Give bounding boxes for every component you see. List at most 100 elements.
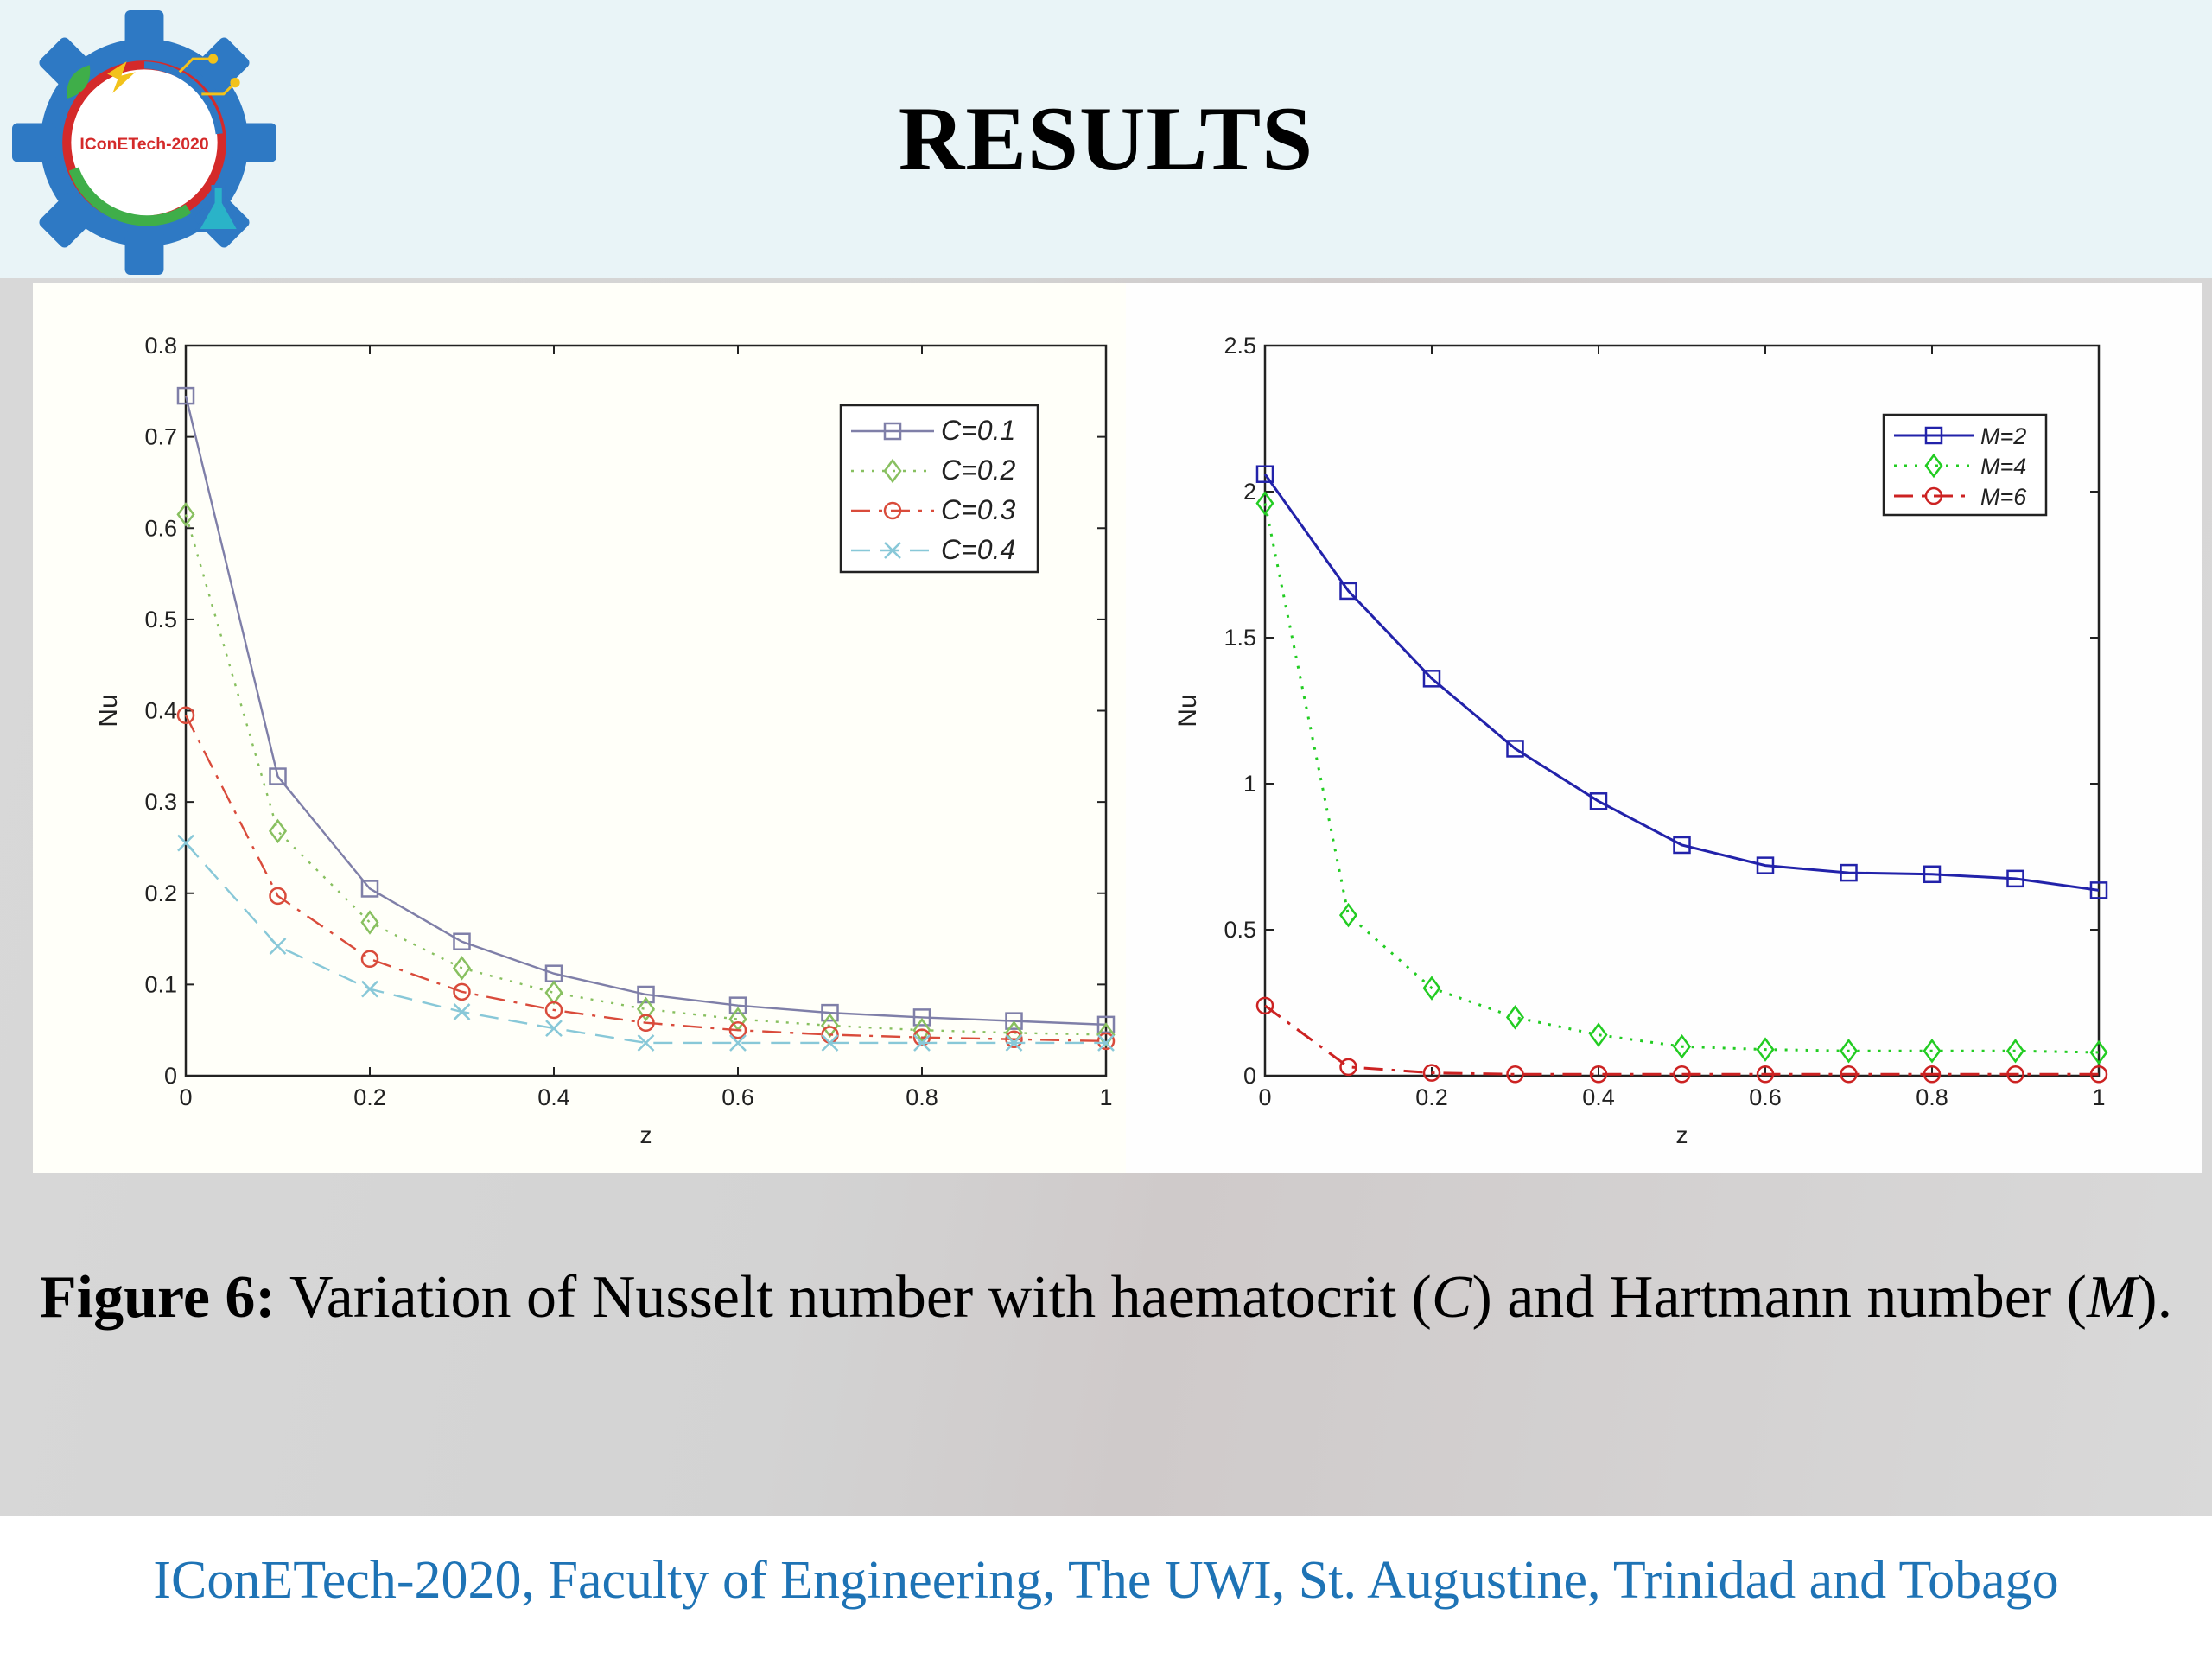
iconetech-logo: IConETech-2020 [12,10,276,275]
left-data-point [176,502,195,527]
right-data-point [1339,1058,1357,1077]
lightning-icon [107,61,136,93]
right-y-tick-label: 1 [1243,771,1256,797]
right-data-point [1673,1065,1691,1084]
right-series-m-4 [1255,491,2108,1065]
left-data-point [269,767,287,785]
right-y-tick-label: 1.5 [1224,625,1256,651]
left-data-point [269,887,287,906]
left-series-c-0-4 [177,834,1115,1052]
right-series-line [1263,473,2100,892]
left-data-point [360,950,379,969]
right-data-point [1255,491,1274,516]
left-data-point [821,1003,839,1022]
logo-text: IConETech-2020 [79,135,208,154]
right-legend-entry: M=4 [1980,454,2026,480]
right-data-point [1255,465,1274,483]
right-data-point [1923,1065,1942,1084]
left-data-point [361,980,378,998]
left-legend-entry: C=0.4 [941,534,1015,565]
left-data-point [1097,1034,1115,1052]
left-data-point [637,985,655,1004]
right-data-point [1589,1065,1608,1084]
right-data-point [1422,670,1441,688]
left-data-point [360,880,379,898]
left-data-point [177,834,194,852]
right-legend-box [1882,413,2048,517]
left-legend-marker [883,501,902,520]
left-data-point [637,1014,655,1032]
left-data-point [821,1034,839,1052]
gear-icon [12,10,276,275]
left-y-tick-label: 0.7 [144,424,177,450]
right-data-point [2089,1039,2108,1065]
right-x-tick-label: 0 [1258,1084,1271,1110]
left-x-tick-label: 0 [179,1084,192,1110]
left-data-point [728,996,747,1014]
left-y-tick-label: 0 [164,1063,177,1089]
left-data-point [545,1020,563,1037]
left-data-point [453,932,471,950]
right-y-tick-label: 2.5 [1224,333,1256,359]
right-legend-marker [1924,453,1943,479]
right-data-point [1756,856,1775,874]
left-series-line [184,395,1107,1027]
left-y-axis-label: Nu [94,694,123,727]
right-data-point [2006,1065,2024,1084]
left-x-tick-label: 0.8 [906,1084,938,1110]
right-x-tick-label: 0.4 [1582,1084,1615,1110]
left-legend-marker [884,542,901,559]
right-data-point [1839,1039,1859,1064]
right-data-point [1840,863,1858,882]
left-data-point [452,956,472,981]
right-plot-frame [1263,344,2101,1077]
right-data-point [2006,869,2024,888]
left-legend-box [839,404,1039,574]
flask-icon [194,184,243,233]
right-series-m-2 [1255,465,2108,899]
left-legend: C=0.1 C=0.2 C=0.3 C=0.4 [839,404,1039,574]
left-data-point [913,1034,931,1052]
left-x-tick-label: 1 [1099,1084,1112,1110]
right-legend-entry: M=6 [1980,484,2027,510]
slide-footer [0,1516,2212,1659]
left-series-c-0-3 [176,706,1116,1051]
circuit-icon [178,54,240,96]
left-data-point [544,980,563,1006]
left-y-tick-label: 0.5 [144,607,177,632]
right-legend-marker [1924,486,1943,505]
right-series-line [1263,503,2100,1054]
left-data-point [360,910,379,935]
right-x-tick-label: 0.6 [1749,1084,1782,1110]
slide-title: RESULTS [898,88,1314,189]
left-data-point [1005,1030,1023,1048]
right-series-m-6 [1255,996,2108,1084]
left-y-tick-label: 0.3 [144,789,177,815]
right-data-point [2089,1065,2108,1084]
left-data-point [269,938,287,955]
right-x-tick-label: 0.8 [1916,1084,1948,1110]
right-data-point [1923,1039,1942,1064]
right-data-point [1506,1065,1524,1084]
right-data-point [1756,1065,1775,1084]
right-data-point [2005,1039,2025,1064]
left-series-c-0-2 [176,502,1116,1047]
left-y-tick-label: 0.8 [144,333,177,359]
right-y-tick-label: 2 [1243,479,1256,505]
figure-caption: Figure 6: Variation of Nusselt number wi… [0,1263,2212,1332]
left-y-tick-label: 0.1 [144,971,177,997]
right-data-point [1338,902,1358,928]
right-x-tick-label: 0.2 [1415,1084,1448,1110]
chart-nusselt-vs-hartmann: 0 0.2 0.4 0.6 0.8 1 0 0.5 1 1.5 2 2.5 z Nu M=2 M=4 M=6 [1173,333,2108,1148]
left-data-point [176,706,195,725]
caption-m-symbol: M [2086,1264,2138,1331]
left-legend-entry: C=0.2 [941,454,1015,486]
left-data-point [453,982,471,1001]
left-x-axis-label: z [640,1122,652,1148]
left-data-point [912,1008,931,1027]
right-y-tick-label: 0 [1243,1063,1256,1089]
left-series-line [185,842,1106,1045]
left-data-point [637,1034,655,1052]
right-data-point [1255,996,1274,1015]
right-x-axis-label: z [1676,1122,1688,1148]
